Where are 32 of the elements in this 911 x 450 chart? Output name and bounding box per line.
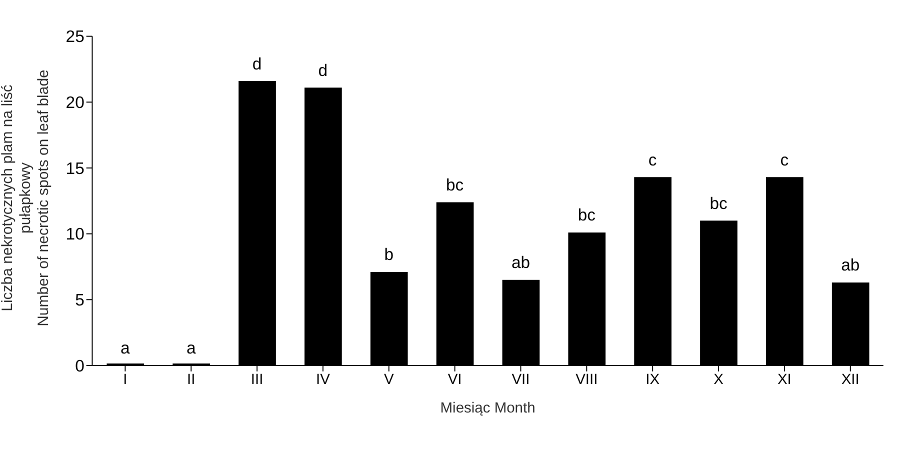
x-tick-label: VII (512, 372, 530, 388)
x-axis-title: Miesiąc Month (440, 400, 536, 417)
x-tick-label: VI (448, 372, 462, 388)
annotation: b (384, 245, 394, 264)
annotation: d (318, 60, 328, 80)
x-tick-label: III (250, 372, 264, 388)
x-tick-label: IX (646, 372, 660, 388)
annotation: ab (841, 256, 860, 275)
annotation: bc (446, 175, 464, 194)
annotation: ab (511, 253, 530, 272)
annotation: d (252, 54, 262, 74)
y-tick-label: 10 (66, 224, 84, 244)
y-tick-label: 15 (66, 158, 84, 178)
annotation: a (186, 338, 196, 358)
y-tick-label: 25 (66, 27, 84, 46)
x-tick-label: II (187, 372, 196, 388)
x-tick-label: V (384, 372, 394, 388)
x-tick-label: X (714, 372, 724, 388)
x-tick-label: IV (316, 372, 330, 388)
x-tick-label: XII (841, 372, 860, 388)
x-tick-label: VIII (576, 372, 598, 388)
y-tick-label: 20 (66, 93, 84, 112)
annotation: bc (578, 206, 596, 225)
y-tick-label: 5 (75, 290, 84, 310)
y-axis-title: Liczba nekrotycznych plam na liść pułapkowy Number of necrotic spots on leaf blade (0, 70, 52, 326)
y-tick-label: 0 (75, 356, 84, 376)
annotation: c (780, 150, 789, 170)
x-tick-label: XI (777, 372, 792, 388)
x-tick-label: I (123, 372, 128, 388)
annotation: a (120, 338, 131, 358)
annotation: c (648, 150, 657, 170)
annotation: bc (710, 194, 728, 213)
